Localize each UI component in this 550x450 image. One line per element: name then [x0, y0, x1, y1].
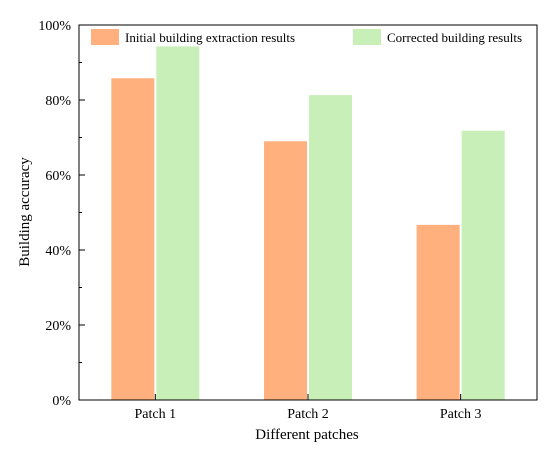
x-axis-title: Different patches — [255, 427, 359, 443]
legend-label-corrected: Corrected building results — [387, 30, 522, 45]
x-axis: Patch 1 Patch 2 Patch 3 — [135, 394, 482, 422]
bars-layer — [111, 46, 505, 400]
bar-initial-3 — [416, 224, 460, 400]
y-tick-label: 20% — [45, 319, 71, 334]
y-axis-title: Building accuracy — [17, 157, 33, 267]
bar-corrected-3 — [461, 130, 505, 400]
x-tick-label: Patch 3 — [440, 407, 482, 422]
legend-swatch-corrected — [353, 29, 381, 45]
bar-corrected-2 — [309, 95, 352, 400]
y-tick-label: 100% — [38, 19, 71, 34]
bar-initial-1 — [111, 78, 155, 400]
y-axis: 0% 20% 40% 60% 80% 100% — [38, 19, 85, 409]
x-tick-label: Patch 1 — [135, 407, 177, 422]
x-tick-label: Patch 2 — [287, 407, 329, 422]
y-tick-label: 40% — [45, 244, 71, 259]
bar-initial-2 — [264, 141, 307, 400]
legend: Initial building extraction results Corr… — [91, 29, 522, 45]
y-tick-label: 80% — [45, 94, 71, 109]
y-tick-label: 60% — [45, 169, 71, 184]
bar-corrected-1 — [156, 46, 200, 400]
legend-label-initial: Initial building extraction results — [125, 30, 295, 45]
y-tick-label: 0% — [52, 394, 71, 409]
legend-swatch-initial — [91, 29, 119, 45]
